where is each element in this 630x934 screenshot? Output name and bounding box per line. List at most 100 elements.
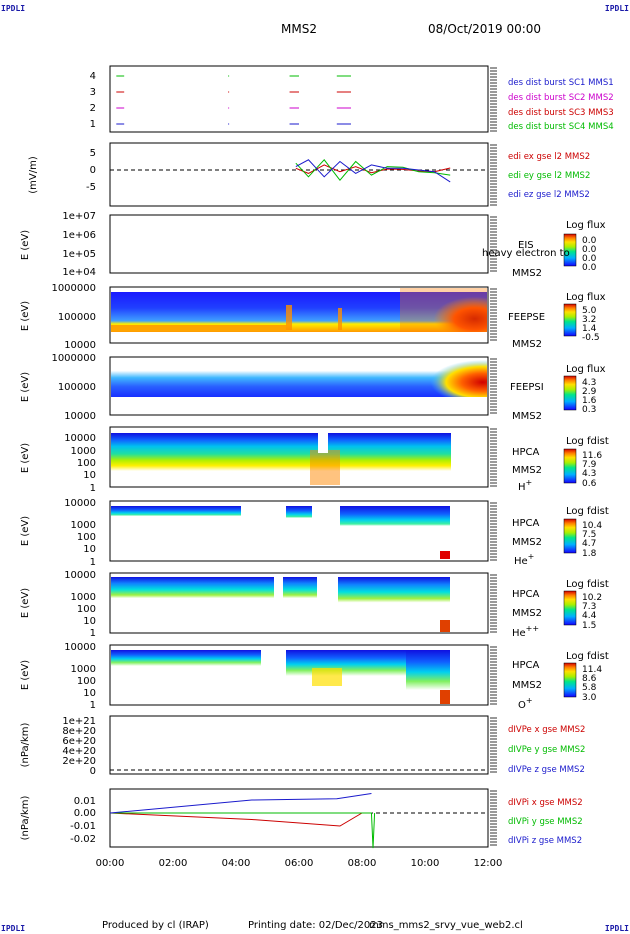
- edi-ytick-m5: -5: [86, 182, 96, 193]
- hpca-o-spectrogram: [111, 650, 261, 666]
- feepse-cb-title: Log flux: [566, 292, 606, 303]
- right-tick-marks: [490, 67, 497, 846]
- xtick-2: 04:00: [222, 858, 251, 869]
- hpca-he2-block-2: [283, 577, 317, 602]
- divpe-ytick-3: 4e+20: [62, 746, 96, 757]
- hpca-he2-ytick-0: 10000: [64, 570, 96, 581]
- divpe-ylabel: (nPa/km): [20, 723, 31, 768]
- burst-legend-1: des dist burst SC1 MMS1: [508, 78, 614, 88]
- feepse-ylabel: E (eV): [20, 301, 31, 331]
- divpi-panel: [109, 788, 489, 849]
- eis-sc: MMS2: [512, 268, 542, 279]
- hpca-he2-cb-tick-0: 10.2: [582, 593, 602, 603]
- burst-ytick-3: 3: [90, 87, 96, 98]
- hpca-he2-ytick-3: 10: [83, 616, 96, 627]
- divpe-legend-z: dIVPe z gse MMS2: [508, 765, 585, 775]
- divpi-ytick-0: 0.01: [74, 796, 96, 807]
- feepse-instrument: FEEPSE: [508, 312, 545, 323]
- edi-series-z: [295, 159, 451, 183]
- edi-legend-x: edi ex gse l2 MMS2: [508, 152, 590, 162]
- xtick-3: 06:00: [285, 858, 314, 869]
- eis-cb-tick-3: 0.0: [582, 263, 597, 273]
- divpi-legend-z: dIVPi z gse MMS2: [508, 836, 582, 846]
- hpca-he1-colorbar: [563, 518, 577, 554]
- divpi-ylabel: (nPa/km): [20, 796, 31, 841]
- divpi-series-y: [110, 812, 376, 849]
- feepse-colorbar: [563, 303, 577, 337]
- hpca-he1-ytick-0: 10000: [64, 498, 96, 509]
- divpe-ytick-2: 6e+20: [62, 736, 96, 747]
- burst-legend-3: des dist burst SC3 MMS3: [508, 108, 614, 118]
- hpca-o-ytick-3: 10: [83, 688, 96, 699]
- hpca-he2-instrument: HPCA: [512, 589, 540, 600]
- hpca-he2-cb-title: Log fdist: [566, 579, 609, 590]
- divpe-ytick-1: 8e+20: [62, 726, 96, 737]
- eis-cb-tick-2: 0.0: [582, 254, 597, 264]
- edi-legend-z: edi ez gse l2 MMS2: [508, 190, 590, 200]
- feepsi-sc: MMS2: [512, 411, 542, 422]
- hpca-o-ylabel: E (eV): [20, 660, 31, 690]
- hpca-he1-block-1: [111, 506, 241, 516]
- feepsi-cb-tick-0: 4.3: [582, 378, 596, 388]
- hpca-h-ytick-4: 1: [90, 483, 96, 494]
- burst-panel: [109, 65, 489, 133]
- divpe-panel: [109, 715, 489, 775]
- hpca-h-ylabel: E (eV): [20, 443, 31, 473]
- hpca-o-ytick-1: 1000: [71, 664, 96, 675]
- divpe-ytick-5: 0: [90, 766, 96, 777]
- hpca-o-cb-tick-2: 5.8: [582, 683, 597, 693]
- hpca-he2-colorbar: [563, 590, 577, 626]
- hpca-o-ytick-2: 100: [77, 676, 96, 687]
- feepsi-cb-tick-2: 1.6: [582, 396, 597, 406]
- hpca-o-cb-tick-3: 3.0: [582, 693, 597, 703]
- corner-label-bottom-left: IPDLI: [1, 924, 26, 933]
- feepse-panel: [109, 286, 489, 344]
- hpca-h-instrument: HPCA: [512, 447, 540, 458]
- divpe-ytick-0: 1e+21: [62, 716, 96, 727]
- hpca-he1-ytick-4: 1: [90, 557, 96, 568]
- hpca-o-cb-tick-0: 11.4: [582, 665, 602, 675]
- burst-ytick-2: 2: [90, 103, 96, 114]
- edi-panel: [109, 142, 489, 207]
- feepse-cb-tick-2: 1.4: [582, 324, 597, 334]
- hpca-h-ytick-0: 10000: [64, 433, 96, 444]
- burst-ytick-4: 4: [90, 71, 96, 82]
- page-title: MMS2: [281, 22, 317, 36]
- hpca-he1-cb-tick-0: 10.4: [582, 521, 602, 531]
- hpca-he1-sc: MMS2: [512, 537, 542, 548]
- divpe-legend-y: dIVPe y gse MMS2: [508, 745, 585, 755]
- eis-ytick-1: 1e+06: [62, 230, 96, 241]
- divpi-legend-y: dIVPi y gse MMS2: [508, 817, 583, 827]
- feepse-cb-tick-1: 3.2: [582, 315, 596, 325]
- divpe-legend-x: dIVPe x gse MMS2: [508, 725, 585, 735]
- corner-label-bottom-right: IPDLI: [604, 924, 629, 933]
- hpca-he2-cb-tick-2: 4.4: [582, 611, 597, 621]
- hpca-he2-cb-tick-1: 7.3: [582, 602, 596, 612]
- hpca-h-ytick-2: 100: [77, 458, 96, 469]
- edi-ytick-0: 0: [90, 165, 96, 176]
- hpca-he1-red-spot: [440, 551, 450, 559]
- eis-cb-tick-0: 0.0: [582, 236, 597, 246]
- hpca-h-cb-tick-3: 0.6: [582, 479, 597, 489]
- hpca-h-ytick-1: 1000: [71, 446, 96, 457]
- xtick-4: 08:00: [348, 858, 377, 869]
- hpca-he1-cb-title: Log fdist: [566, 506, 609, 517]
- hpca-he2-panel: [109, 572, 489, 634]
- feepsi-instrument: FEEPSI: [510, 382, 544, 393]
- hpca-h-cb-tick-2: 4.3: [582, 469, 596, 479]
- hpca-h-ytick-3: 10: [83, 470, 96, 481]
- hpca-h-spectrogram: [111, 433, 451, 471]
- eis-cb-title: Log flux: [566, 220, 606, 231]
- feepse-ytick-0: 1000000: [51, 283, 96, 294]
- edi-lines: [295, 159, 451, 183]
- hpca-o-species: O+: [518, 696, 533, 711]
- feepsi-cb-tick-3: 0.3: [582, 405, 596, 415]
- hpca-he1-ytick-1: 1000: [71, 520, 96, 531]
- divpi-legend-x: dIVPi x gse MMS2: [508, 798, 583, 808]
- produced-by: Produced by cl (IRAP): [102, 920, 209, 931]
- feepsi-ylabel: E (eV): [20, 372, 31, 402]
- eis-ytick-2: 1e+05: [62, 249, 96, 260]
- burst-ytick-1: 1: [90, 119, 96, 130]
- hpca-h-species: H+: [518, 478, 532, 493]
